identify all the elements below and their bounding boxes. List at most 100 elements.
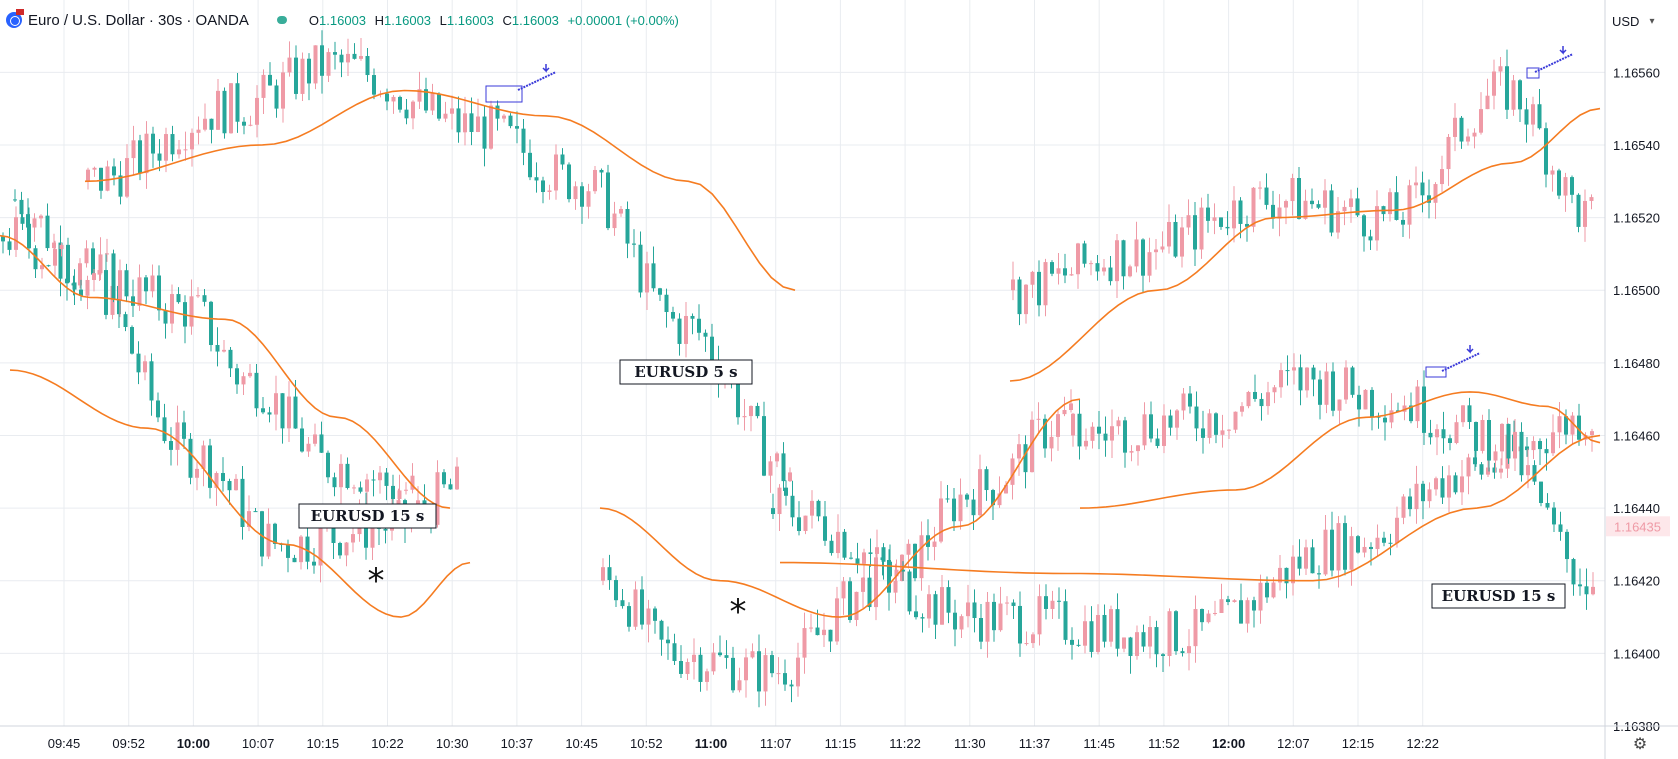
candle-body xyxy=(1402,405,1407,412)
candle-body xyxy=(1175,410,1179,428)
candle-body xyxy=(1135,632,1139,656)
candle-body xyxy=(234,478,238,491)
candle-body xyxy=(1292,367,1296,371)
symbol-title[interactable]: Euro / U.S. Dollar · 30s · OANDA xyxy=(28,11,249,29)
candle-body xyxy=(685,662,690,674)
currency-label: USD xyxy=(1612,13,1640,29)
candle-body xyxy=(1519,431,1524,476)
candle-body xyxy=(1148,627,1152,647)
candle-body xyxy=(469,113,474,132)
candle-body xyxy=(959,616,964,630)
candle-body xyxy=(1531,441,1536,451)
candle-body xyxy=(541,180,545,192)
candle-body xyxy=(1168,415,1173,428)
candle-body xyxy=(1331,371,1335,411)
candle-body xyxy=(1049,436,1054,449)
candle-body xyxy=(312,561,316,566)
candle-body xyxy=(1206,613,1211,623)
candle-body xyxy=(1570,415,1575,435)
candle-body xyxy=(1062,409,1067,415)
candle-body xyxy=(755,405,760,417)
candle-body xyxy=(1199,207,1204,250)
candle-body xyxy=(306,443,311,452)
candle-body xyxy=(828,629,833,642)
candle-body xyxy=(1115,609,1120,649)
candle-body xyxy=(867,577,872,608)
candle-body xyxy=(1544,128,1548,175)
candle-body xyxy=(671,312,675,319)
price-tick-label: 1.16540 xyxy=(1613,138,1660,153)
candle-body xyxy=(1375,537,1380,550)
time-tick-label: 10:22 xyxy=(371,736,404,751)
candle-body xyxy=(169,441,173,450)
down-arrow-icon xyxy=(1466,345,1474,354)
candle-body xyxy=(783,673,787,685)
candle-body xyxy=(842,531,847,558)
candle-body xyxy=(1473,457,1477,465)
change-value: +0.00001 (+0.00%) xyxy=(567,12,679,28)
candle-body xyxy=(1245,223,1249,227)
price-tick-label: 1.16420 xyxy=(1613,574,1660,589)
candle-body xyxy=(157,153,162,161)
candle-body xyxy=(625,208,630,244)
candle-body xyxy=(810,500,814,516)
candle-body xyxy=(1063,268,1067,276)
candle-body xyxy=(560,154,565,165)
candle-body xyxy=(875,547,879,554)
candle-body xyxy=(267,412,272,415)
candle-body xyxy=(1407,185,1412,225)
candle-body xyxy=(286,545,290,558)
candle-body xyxy=(1368,236,1373,241)
candle-body xyxy=(1551,432,1555,454)
candle-body xyxy=(933,594,938,625)
candle-body xyxy=(345,463,350,488)
candle-body xyxy=(118,270,122,300)
candle-body xyxy=(640,589,644,625)
candle-body xyxy=(1207,413,1212,438)
candle-body xyxy=(1453,117,1457,137)
candle-body xyxy=(1415,386,1420,422)
candle-body xyxy=(313,45,318,84)
candle-body xyxy=(737,680,742,691)
candle-body xyxy=(1474,422,1478,451)
candle-body xyxy=(627,606,631,627)
candle-body xyxy=(1448,438,1452,444)
candle-body xyxy=(1498,66,1503,72)
candle-body xyxy=(1096,614,1100,652)
market-status-icon[interactable] xyxy=(276,16,287,24)
candle-body xyxy=(365,56,370,76)
moving-average-line xyxy=(780,434,1601,582)
time-tick-label: 11:45 xyxy=(1083,736,1115,751)
settings-gear-icon[interactable]: ⚙ xyxy=(1632,736,1648,753)
time-tick-label: 09:45 xyxy=(48,736,81,751)
candle-body xyxy=(66,244,70,283)
candle-body xyxy=(320,45,324,76)
candle-body xyxy=(1011,279,1015,291)
candle-body xyxy=(1063,601,1068,640)
candle-body xyxy=(914,611,918,618)
candle-body xyxy=(143,361,147,373)
candle-body xyxy=(253,511,258,513)
annotation-layer: EURUSD 5 s EURUSD 15 s EURUSD 15 s * * xyxy=(298,46,1574,632)
globe-icon[interactable] xyxy=(6,9,24,28)
candle-body xyxy=(836,531,840,554)
candle-body xyxy=(1187,646,1191,654)
time-tick-label: 11:30 xyxy=(954,736,986,751)
candle-body xyxy=(854,591,859,620)
candle-body xyxy=(1479,464,1484,475)
candle-body xyxy=(757,651,761,692)
candle-body xyxy=(352,487,356,489)
candle-body xyxy=(1174,611,1178,652)
candle-body xyxy=(26,214,30,228)
candle-body xyxy=(138,140,142,174)
candle-body xyxy=(939,498,943,542)
candle-body xyxy=(1557,416,1562,433)
candle-body xyxy=(196,129,201,133)
candle-body xyxy=(293,396,298,429)
candle-body xyxy=(692,654,696,663)
candle-body xyxy=(1330,529,1334,571)
currency-selector[interactable]: USD ▾ xyxy=(1608,8,1668,34)
candle-body xyxy=(1109,609,1113,642)
